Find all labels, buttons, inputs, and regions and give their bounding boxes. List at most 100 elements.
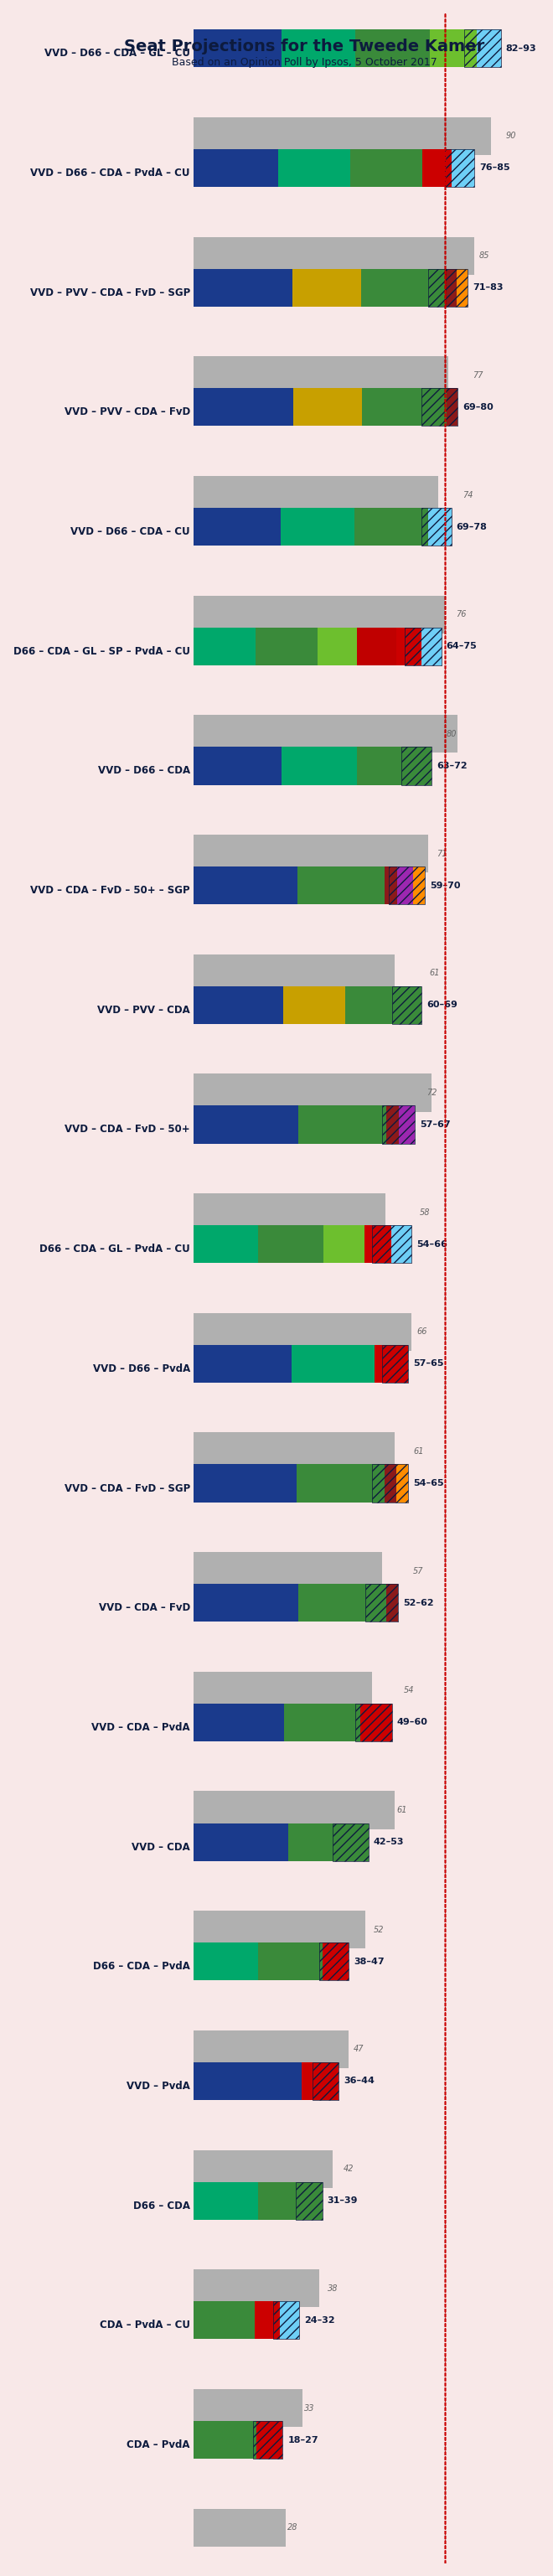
Bar: [397, 1463, 408, 1502]
Text: 85: 85: [479, 252, 490, 260]
Bar: [297, 1463, 384, 1502]
Bar: [364, 1226, 391, 1262]
Bar: [297, 866, 385, 904]
Text: 71–83: 71–83: [473, 283, 503, 291]
Text: 69–78: 69–78: [456, 523, 487, 531]
Bar: [194, 28, 281, 67]
Bar: [387, 1105, 399, 1144]
Text: VVD – PVV – CDA: VVD – PVV – CDA: [97, 1005, 190, 1015]
Bar: [445, 268, 456, 307]
Bar: [194, 1942, 258, 1981]
Bar: [194, 2269, 319, 2308]
Text: VVD – D66 – CDA: VVD – D66 – CDA: [98, 765, 190, 775]
Text: 54–65: 54–65: [413, 1479, 444, 1486]
Text: Based on an Opinion Poll by Ipsos, 5 October 2017: Based on an Opinion Poll by Ipsos, 5 Oct…: [171, 57, 437, 67]
Bar: [194, 1790, 395, 1829]
Bar: [258, 1942, 322, 1981]
Bar: [477, 28, 501, 67]
Text: 33: 33: [304, 2403, 315, 2411]
Bar: [372, 1226, 411, 1262]
Bar: [298, 1584, 387, 1623]
Text: VVD – CDA: VVD – CDA: [132, 1842, 190, 1852]
Bar: [361, 1703, 392, 1741]
Text: 57–67: 57–67: [420, 1121, 451, 1128]
Bar: [356, 28, 430, 67]
Bar: [385, 866, 397, 904]
Bar: [194, 2421, 257, 2460]
Bar: [405, 629, 441, 665]
Bar: [382, 1345, 408, 1383]
Bar: [194, 747, 282, 786]
Bar: [194, 2509, 286, 2548]
Bar: [194, 237, 474, 276]
Text: 63–72: 63–72: [436, 762, 467, 770]
Text: VVD – D66 – PvdA: VVD – D66 – PvdA: [93, 1363, 190, 1373]
Bar: [451, 149, 474, 188]
Bar: [361, 268, 445, 307]
Bar: [194, 1193, 385, 1231]
Bar: [194, 1672, 372, 1710]
Bar: [194, 629, 255, 665]
Text: VVD – PvdA: VVD – PvdA: [127, 2081, 190, 2092]
Bar: [194, 1074, 431, 1113]
Bar: [399, 1105, 415, 1144]
Text: 57: 57: [413, 1566, 424, 1574]
Text: 38: 38: [327, 2285, 338, 2293]
Bar: [194, 1584, 298, 1623]
Bar: [194, 1824, 288, 1860]
Text: 24–32: 24–32: [304, 2316, 335, 2324]
Bar: [346, 987, 421, 1023]
Bar: [278, 149, 350, 188]
Bar: [255, 2300, 280, 2339]
Text: VVD – CDA – PvdA: VVD – CDA – PvdA: [92, 1721, 190, 1734]
Bar: [413, 866, 425, 904]
Text: 49–60: 49–60: [397, 1718, 427, 1726]
Text: VVD – CDA – FvD – 50+: VVD – CDA – FvD – 50+: [65, 1123, 190, 1136]
Bar: [284, 1703, 361, 1741]
Bar: [280, 507, 354, 546]
Bar: [298, 1105, 387, 1144]
Bar: [283, 987, 346, 1023]
Bar: [194, 987, 283, 1023]
Bar: [194, 2182, 258, 2221]
Bar: [194, 268, 293, 307]
Text: 69–80: 69–80: [463, 402, 494, 412]
Bar: [253, 2421, 283, 2460]
Bar: [301, 2063, 339, 2099]
Bar: [312, 2063, 339, 2099]
Bar: [388, 866, 425, 904]
Bar: [282, 747, 357, 786]
Bar: [357, 747, 431, 786]
Text: CDA – PvdA: CDA – PvdA: [127, 2439, 190, 2450]
Bar: [194, 595, 445, 634]
Bar: [391, 1226, 411, 1262]
Bar: [255, 629, 317, 665]
Bar: [323, 1226, 364, 1262]
Text: 66: 66: [416, 1327, 427, 1337]
Bar: [356, 1703, 392, 1741]
Bar: [428, 507, 451, 546]
Bar: [293, 389, 362, 425]
Text: VVD – PVV – CDA – FvD: VVD – PVV – CDA – FvD: [64, 407, 190, 417]
Bar: [322, 1942, 349, 1981]
Bar: [194, 2388, 302, 2427]
Text: VVD – CDA – FvD: VVD – CDA – FvD: [98, 1602, 190, 1613]
Bar: [194, 2030, 349, 2069]
Bar: [194, 866, 297, 904]
Bar: [194, 2300, 255, 2339]
Bar: [194, 355, 448, 394]
Bar: [428, 268, 468, 307]
Text: 74: 74: [463, 489, 473, 500]
Bar: [384, 1463, 397, 1502]
Bar: [194, 716, 458, 752]
Bar: [194, 835, 428, 873]
Bar: [401, 747, 431, 786]
Bar: [194, 149, 278, 188]
Bar: [258, 2182, 322, 2221]
Bar: [465, 28, 501, 67]
Bar: [374, 1345, 408, 1383]
Text: 64–75: 64–75: [446, 641, 477, 652]
Text: 82–93: 82–93: [506, 44, 536, 52]
Text: VVD – D66 – CDA – CU: VVD – D66 – CDA – CU: [71, 526, 190, 538]
Bar: [194, 116, 491, 155]
